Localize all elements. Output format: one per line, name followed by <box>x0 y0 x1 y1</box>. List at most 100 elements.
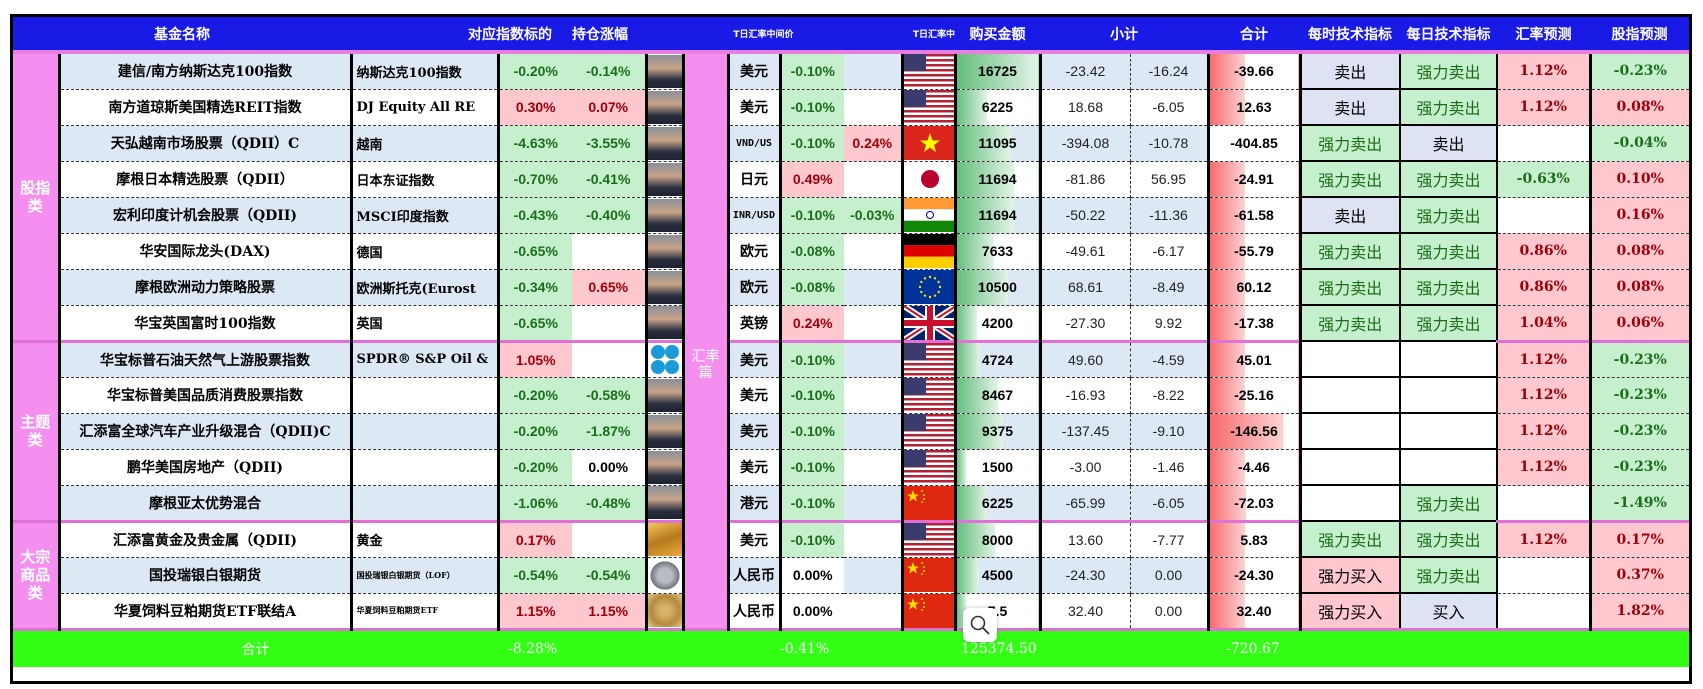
fund-row[interactable]: 天弘越南市场股票（QDII）C 越南 -4.63% -3.55% VND/US -0.10… <box>13 124 1689 162</box>
daily-signal[interactable] <box>1399 376 1498 414</box>
currency[interactable]: 港元 <box>728 484 780 521</box>
fx-forecast[interactable]: 1.12% <box>1497 376 1590 413</box>
header-total[interactable]: 合计 <box>1208 17 1300 54</box>
daily-signal[interactable] <box>1399 340 1498 378</box>
subtotal-1[interactable]: -24.30 <box>1038 556 1131 593</box>
index-forecast[interactable]: 0.10% <box>1588 160 1689 197</box>
fx-forecast[interactable]: 1.12% <box>1497 50 1590 89</box>
fund-name[interactable]: 汇添富黄金及贵金属（QDII) <box>59 519 353 557</box>
fx-change-1[interactable]: 0.49% <box>778 160 844 197</box>
holding-change-2[interactable]: -0.41% <box>572 160 646 197</box>
hourly-signal[interactable] <box>1299 448 1401 486</box>
fx-forecast[interactable] <box>1497 124 1590 161</box>
fund-row[interactable]: 华安国际龙头(DAX) 德国 -0.65% 欧元 -0.08% 7633 -49.61 -6.… <box>13 232 1689 270</box>
hourly-signal[interactable] <box>1299 484 1401 522</box>
header-fx-mid[interactable]: T日汇率中间价 <box>683 17 844 54</box>
holding-change-1[interactable]: -0.65% <box>498 232 572 269</box>
fx-forecast[interactable] <box>1497 592 1590 630</box>
daily-signal[interactable]: 买入 <box>1399 592 1498 631</box>
holding-change-1[interactable]: -0.43% <box>498 196 572 233</box>
fund-row[interactable]: 摩根日本精选股票（QDII） 日本东证指数 -0.70% -0.41% 日元 0.49% 1… <box>13 160 1689 198</box>
index-forecast[interactable]: -0.23% <box>1588 50 1689 89</box>
fx-change-1[interactable]: -0.10% <box>778 412 844 449</box>
holding-change-2[interactable] <box>572 519 646 557</box>
fx-change-2[interactable]: -0.03% <box>844 196 902 233</box>
total[interactable]: -39.66 <box>1206 50 1302 89</box>
header-daily-tech[interactable]: 每日技术指标 <box>1400 17 1497 54</box>
fx-forecast[interactable] <box>1497 484 1590 521</box>
fund-name[interactable]: 天弘越南市场股票（QDII）C <box>59 124 353 161</box>
fund-name[interactable]: 建信/南方纳斯达克100指数 <box>59 50 353 89</box>
purchase-amount[interactable]: 6225 <box>955 88 1040 125</box>
header-hourly-tech[interactable]: 每时技术指标 <box>1300 17 1400 54</box>
currency[interactable]: 美元 <box>728 412 780 449</box>
fx-forecast[interactable] <box>1497 196 1590 233</box>
currency[interactable]: 日元 <box>728 160 780 197</box>
fund-name[interactable]: 摩根欧洲动力策略股票 <box>59 268 353 305</box>
daily-signal[interactable] <box>1399 412 1498 450</box>
fx-forecast[interactable]: 1.04% <box>1497 304 1590 341</box>
total[interactable]: 60.12 <box>1206 268 1302 305</box>
index-name[interactable] <box>351 376 500 413</box>
subtotal-2[interactable]: -8.49 <box>1130 268 1208 305</box>
subtotal-2[interactable]: -11.36 <box>1130 196 1208 233</box>
fund-name[interactable]: 华宝标普美国品质消费股票指数 <box>59 376 353 413</box>
total[interactable]: -146.56 <box>1206 412 1302 449</box>
currency[interactable]: 人民币 <box>728 556 780 593</box>
holding-change-2[interactable] <box>572 232 646 269</box>
holding-change-1[interactable]: 0.17% <box>498 519 572 557</box>
total[interactable]: -24.30 <box>1206 556 1302 593</box>
header-index-forecast[interactable]: 股指预测 <box>1590 17 1689 54</box>
index-name[interactable] <box>351 412 500 449</box>
purchase-amount[interactable]: 6225 <box>955 484 1040 521</box>
holding-change-2[interactable] <box>572 304 646 341</box>
subtotal-2[interactable]: -6.17 <box>1130 232 1208 269</box>
index-forecast[interactable]: 0.08% <box>1588 88 1689 125</box>
subtotal-2[interactable]: 56.95 <box>1130 160 1208 197</box>
subtotal-1[interactable]: -3.00 <box>1038 448 1131 485</box>
header-fx-mid-2[interactable]: T日汇率中 <box>902 17 955 54</box>
holding-change-1[interactable]: -0.20% <box>498 50 572 89</box>
total[interactable]: -17.38 <box>1206 304 1302 341</box>
fund-name[interactable]: 汇添富全球汽车产业升级混合（QDII)C <box>59 412 353 449</box>
purchase-amount[interactable]: 4500 <box>955 556 1040 593</box>
hourly-signal[interactable]: 强力买入 <box>1299 556 1401 594</box>
holding-change-1[interactable]: -0.20% <box>498 376 572 413</box>
fx-change-2[interactable] <box>844 376 902 413</box>
daily-signal[interactable]: 强力卖出 <box>1399 520 1498 558</box>
fund-row[interactable]: 华宝标普美国品质消费股票指数 -0.20% -0.58% 美元 -0.10% 8467 -1… <box>13 376 1689 414</box>
daily-signal[interactable]: 强力卖出 <box>1399 196 1498 234</box>
index-name[interactable]: 欧洲斯托克(Eurost <box>351 268 500 305</box>
index-name[interactable]: 国投瑞银白银期货（LOF） <box>351 556 500 593</box>
holding-change-1[interactable]: 0.30% <box>498 88 572 125</box>
total[interactable]: 12.63 <box>1206 88 1302 125</box>
index-forecast[interactable]: -0.23% <box>1588 376 1689 413</box>
holding-change-2[interactable] <box>572 339 646 377</box>
holding-change-2[interactable]: 0.65% <box>572 268 646 305</box>
currency[interactable]: 欧元 <box>728 268 780 305</box>
subtotal-1[interactable]: -27.30 <box>1038 304 1131 341</box>
subtotal-2[interactable]: 9.92 <box>1130 304 1208 341</box>
subtotal-2[interactable]: -8.22 <box>1130 376 1208 413</box>
subtotal-2[interactable]: -10.78 <box>1130 124 1208 161</box>
fx-change-1[interactable]: -0.10% <box>778 196 844 233</box>
hourly-signal[interactable]: 强力买入 <box>1299 592 1401 631</box>
daily-signal[interactable]: 强力卖出 <box>1399 556 1498 594</box>
fund-name[interactable]: 华宝英国富时100指数 <box>59 304 353 341</box>
fund-row[interactable]: 宏利印度计机会股票（QDII) MSCI印度指数 -0.43% -0.40% INR/U… <box>13 196 1689 234</box>
index-name[interactable]: 英国 <box>351 304 500 341</box>
subtotal-1[interactable]: 32.40 <box>1038 592 1131 630</box>
purchase-amount[interactable]: 4200 <box>955 304 1040 341</box>
hourly-signal[interactable]: 强力卖出 <box>1299 124 1401 162</box>
fx-change-2[interactable] <box>844 412 902 449</box>
fx-change-2[interactable] <box>844 232 902 269</box>
subtotal-2[interactable]: -6.05 <box>1130 88 1208 125</box>
purchase-amount[interactable]: 11694 <box>955 196 1040 233</box>
index-forecast[interactable]: 0.08% <box>1588 232 1689 269</box>
subtotal-1[interactable]: 18.68 <box>1038 88 1131 125</box>
fund-row[interactable]: 摩根欧洲动力策略股票 欧洲斯托克(Eurost -0.34% 0.65% 欧元 -0.08… <box>13 268 1689 306</box>
fx-change-2[interactable] <box>844 88 902 125</box>
fx-change-1[interactable]: -0.10% <box>778 519 844 557</box>
fx-forecast[interactable]: 0.86% <box>1497 232 1590 269</box>
hourly-signal[interactable] <box>1299 376 1401 414</box>
